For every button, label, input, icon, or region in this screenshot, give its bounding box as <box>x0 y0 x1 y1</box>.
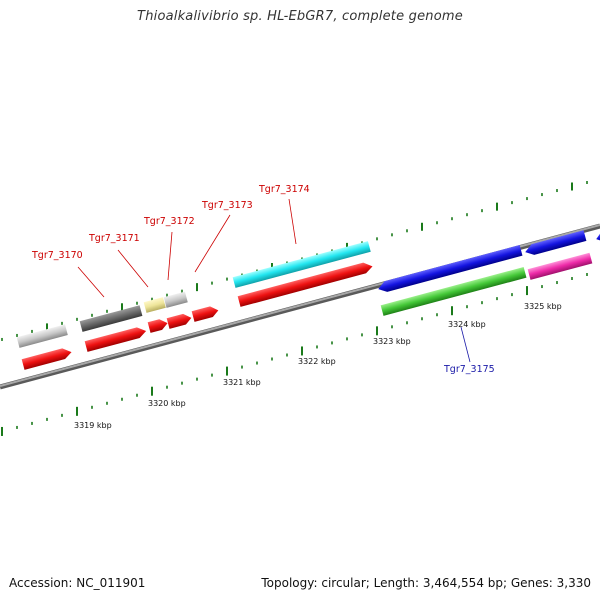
gene-label-tgr7-3173[interactable]: Tgr7_3173 <box>201 200 253 211</box>
feature-red-cds-tgr7-3174[interactable] <box>237 261 374 307</box>
scale-label: 3324 kbp <box>448 320 486 329</box>
leader-line-tgr7-3173 <box>194 214 231 273</box>
feature-blue-gene-2[interactable] <box>524 230 587 257</box>
leader-line-tgr7-3174 <box>288 198 297 245</box>
gene-label-tgr7-3170[interactable]: Tgr7_3170 <box>31 250 83 261</box>
feature-red-cds-tgr7-3173[interactable] <box>191 305 220 322</box>
scale-label: 3319 kbp <box>74 421 112 430</box>
feature-magenta-gene[interactable] <box>527 252 593 280</box>
leader-line-tgr7-3172 <box>167 231 173 281</box>
feature-grey-rna-1[interactable] <box>16 324 68 348</box>
leader-line-tgr7-3170 <box>77 266 105 298</box>
feature-red-cds-tgr7-3171[interactable] <box>84 325 148 352</box>
feature-blue-gene-tgr7-3175[interactable] <box>377 245 523 294</box>
gene-labels: Tgr7_3170 Tgr7_3171 Tgr7_3172 Tgr7_3173 … <box>31 184 495 375</box>
feature-red-cds-tgr7-3172b[interactable] <box>166 312 193 329</box>
feature-green-gene[interactable] <box>380 267 527 316</box>
feature-blue-gene-3[interactable] <box>595 231 600 243</box>
leader-line-tgr7-3171 <box>117 249 149 288</box>
scale-labels: 3319 kbp 3320 kbp 3321 kbp 3322 kbp 3323… <box>74 302 562 430</box>
gene-label-tgr7-3175[interactable]: Tgr7_3175 <box>443 364 495 375</box>
scale-label: 3321 kbp <box>223 378 261 387</box>
scale-label: 3322 kbp <box>298 357 336 366</box>
scale-label: 3323 kbp <box>373 337 411 346</box>
feature-dark-grey-gene[interactable] <box>79 305 143 332</box>
feature-yellow-gene[interactable] <box>143 297 166 313</box>
gene-label-tgr7-3171[interactable]: Tgr7_3171 <box>88 233 140 244</box>
scale-label: 3320 kbp <box>148 399 186 408</box>
leader-line-tgr7-3175 <box>460 326 471 363</box>
feature-track <box>16 230 600 370</box>
gene-label-tgr7-3172[interactable]: Tgr7_3172 <box>143 216 195 227</box>
inner-tick-track <box>1 272 588 436</box>
feature-red-cds-tgr7-3172[interactable] <box>147 317 169 333</box>
map-title: Thioalkalivibrio sp. HL-EbGR7, complete … <box>137 9 463 24</box>
feature-cyan-gene[interactable] <box>232 241 371 288</box>
gene-label-tgr7-3174[interactable]: Tgr7_3174 <box>258 184 310 195</box>
feature-red-cds-tgr7-3170[interactable] <box>21 346 73 370</box>
scale-label: 3325 kbp <box>524 302 562 311</box>
accession-text: Accession: NC_011901 <box>9 576 146 590</box>
topology-text: Topology: circular; Length: 3,464,554 bp… <box>261 576 591 590</box>
